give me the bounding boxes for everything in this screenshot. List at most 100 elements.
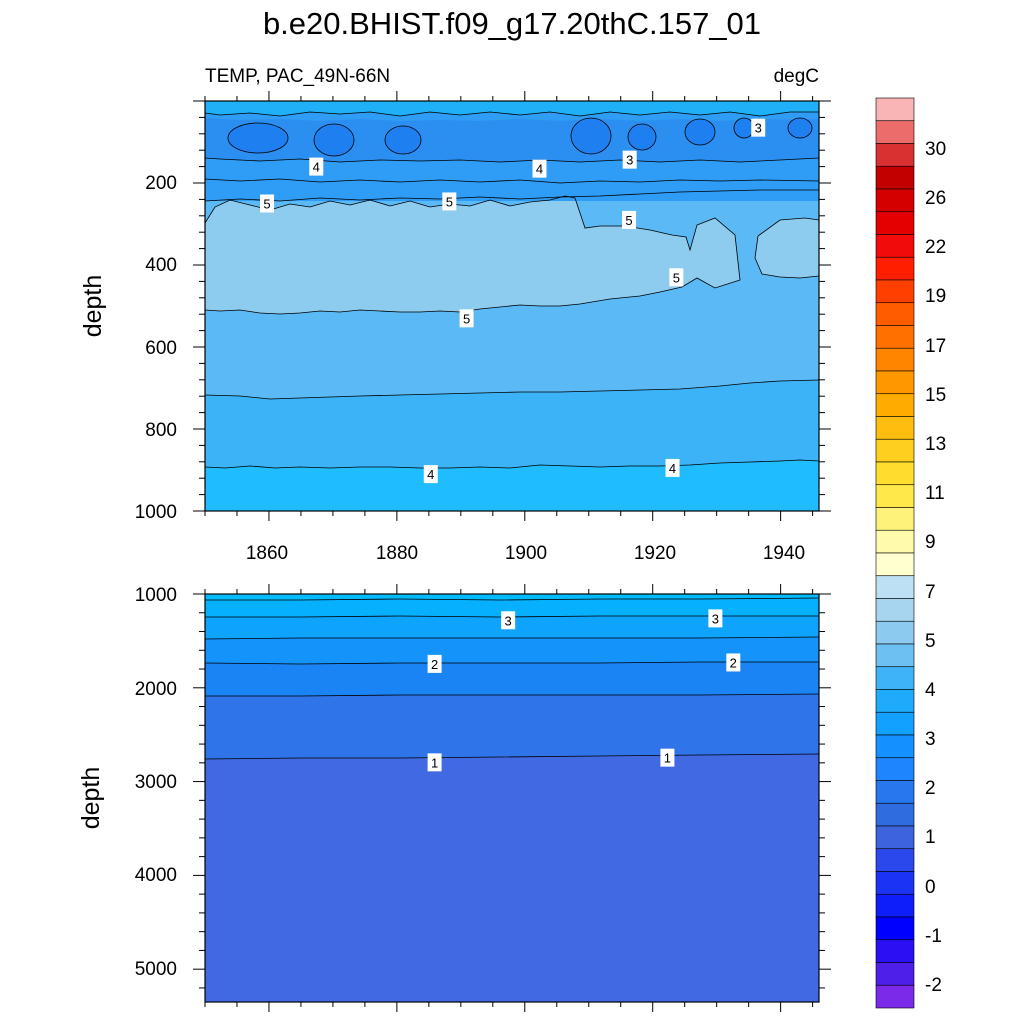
lower-y-axis-label: depth [77,767,105,830]
colorbar-swatch [875,143,915,167]
upper-contour-labels: 3 3 4 4 5 5 5 5 5 4 4 [260,118,766,484]
colorbar-swatch [875,893,915,918]
colorbar-label: 22 [925,237,946,258]
cold-core-8 [788,118,812,138]
fill-band-3-core [205,118,819,162]
contour-label-bg [708,609,723,628]
cold-core-7 [734,118,754,138]
colorbar-swatch [875,575,915,599]
colorbar-swatch [875,757,915,781]
contour-label: 5 [260,194,275,213]
colorbar-swatch [875,848,915,872]
colorbar-swatch [875,666,915,690]
contour-label-text: 1 [664,751,671,766]
contour-label-bg [260,194,275,213]
colorbar-label: -2 [925,975,942,996]
colorbar-swatch [875,620,915,645]
contour-label: 5 [442,192,457,211]
contour-label-text: 3 [626,153,633,168]
colorbar-swatch [875,711,915,736]
cold-core-4 [571,118,611,154]
contour-label-bg [665,458,680,477]
colorbar-swatch [875,780,915,804]
colorbar-swatch [875,416,915,440]
contour-label-text: 4 [427,467,434,482]
x-tick-label: 1940 [763,543,805,564]
cold-core-6 [685,119,715,145]
contour-label-bg [501,611,516,630]
colorbar-swatch [875,438,915,463]
colorbar-label: 15 [925,385,946,406]
lower-tick-marks [193,584,831,1012]
colorbar-label: 13 [925,434,946,455]
colorbar-label: 11 [925,483,945,504]
contour-label-bg [427,654,442,673]
upper-contour-lines [205,111,819,469]
lower-panel: 1000 2000 3000 4000 5000 depth 3 3 2 2 1 1 [77,584,831,1012]
contour-label-bg [427,753,442,772]
colorbar-swatch [875,120,915,144]
colorbar-swatch [875,825,915,850]
colorbar-label: 2 [925,778,936,799]
units-label: degC [774,66,819,87]
upper-y-tick-label: 400 [145,255,177,276]
colorbar-swatch [875,939,915,963]
colorbar-swatch [875,871,915,895]
contour-label-text: 3 [505,613,512,628]
colorbar-label: 17 [925,336,946,357]
upper-y-tick-label: 600 [145,338,177,359]
colorbar-label: 26 [925,188,946,209]
colorbar-label: 5 [925,631,936,652]
colorbar-swatch [875,984,915,1009]
x-tick-label: 1900 [505,543,547,564]
colorbar-swatch [875,211,915,235]
contour-label-text: 5 [463,311,470,326]
upper-y-tick-label: 800 [145,420,177,441]
contour-label-bg [459,309,474,328]
contour-label-text: 2 [431,657,438,672]
contour-label-bg [309,157,324,176]
colorbar-swatch [875,188,915,213]
contour-label-bg [622,210,637,229]
cold-core-5 [628,124,656,150]
colorbar-swatch [875,461,915,486]
contour-label-text: 5 [446,194,453,209]
x-tick-labels: 1860 1880 1900 1920 1940 [246,543,805,564]
contour-label: 5 [459,309,474,328]
lower-frame [204,593,820,1003]
colorbar-swatch [875,393,915,417]
fill-band-4 [205,594,819,600]
lower-y-tick-label: 4000 [135,865,177,886]
contour-label-bg [669,268,684,287]
fill-band-5-6-east [755,218,819,278]
contour-label-text: 5 [673,270,680,285]
colorbar-swatch [875,689,915,713]
x-tick-label: 1880 [376,543,418,564]
lower-contour-fills [205,594,819,1002]
contour-label-text: 5 [625,213,632,228]
contour-label-text: 1 [431,755,438,770]
upper-y-axis-label: depth [79,275,107,338]
contour-label: 5 [669,268,684,287]
colorbar-label: 7 [925,582,936,603]
colorbar-swatch [875,347,915,372]
colorbar-swatch [875,302,915,326]
colorbar-swatch [875,165,915,190]
colorbar-swatch [875,962,915,986]
cold-core-1 [228,123,288,153]
contour-label-bg [622,150,637,169]
contour-label-bg [726,653,741,672]
colorbar-swatch [875,279,915,304]
colorbar-swatch [875,234,915,258]
contour-label-text: 5 [263,197,270,212]
contour-label: 4 [532,159,547,178]
colorbar-labels: 30 26 22 19 17 15 13 11 9 7 5 4 3 2 1 0 … [925,139,946,996]
x-tick-label: 1920 [634,543,676,564]
colorbar-swatch [875,484,915,508]
colorbar-label: 0 [925,877,936,898]
upper-y-tick-label: 200 [145,173,177,194]
colorbar-swatch [875,643,915,668]
upper-y-tick-label: 1000 [135,502,177,523]
colorbar-label: -1 [925,926,942,947]
contour-label-bg [660,748,675,767]
